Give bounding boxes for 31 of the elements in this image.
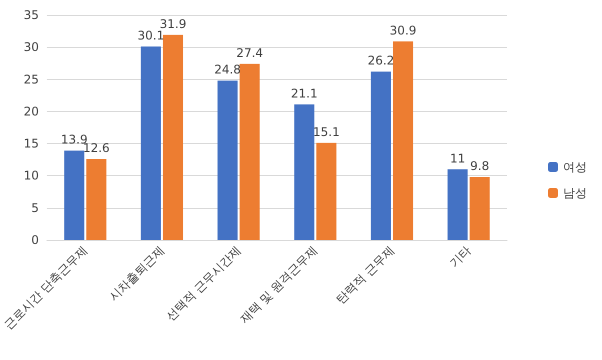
bar <box>370 72 391 240</box>
y-tick-label: 35 <box>24 8 39 22</box>
data-label: 9.8 <box>470 159 490 173</box>
data-label: 11 <box>450 151 466 166</box>
bar <box>140 46 161 240</box>
data-label: 31.9 <box>160 16 186 31</box>
bar <box>64 150 84 240</box>
data-label: 30.1 <box>138 28 164 42</box>
data-label: 26.2 <box>368 54 394 68</box>
legend-label: 남성 <box>563 186 587 200</box>
bar <box>316 142 336 240</box>
bar <box>448 169 468 240</box>
legend-label: 여성 <box>563 160 587 174</box>
data-label: 30.9 <box>390 23 416 38</box>
bar <box>240 64 260 240</box>
x-tick-label: 기타 <box>446 243 474 270</box>
bar <box>86 159 106 240</box>
data-label: 27.4 <box>236 46 264 60</box>
bar <box>294 104 314 240</box>
y-tick-label: 10 <box>24 168 39 183</box>
bar <box>470 177 490 240</box>
y-tick-label: 0 <box>31 233 39 247</box>
bar <box>162 34 184 240</box>
data-label: 21.1 <box>290 86 318 100</box>
y-tick-label: 25 <box>24 72 39 86</box>
y-tick-label: 20 <box>24 104 39 118</box>
bar <box>392 41 414 240</box>
bar <box>218 80 238 240</box>
y-tick-label: 5 <box>31 200 39 215</box>
y-tick-label: 15 <box>24 136 39 151</box>
y-tick-label: 30 <box>24 40 39 54</box>
